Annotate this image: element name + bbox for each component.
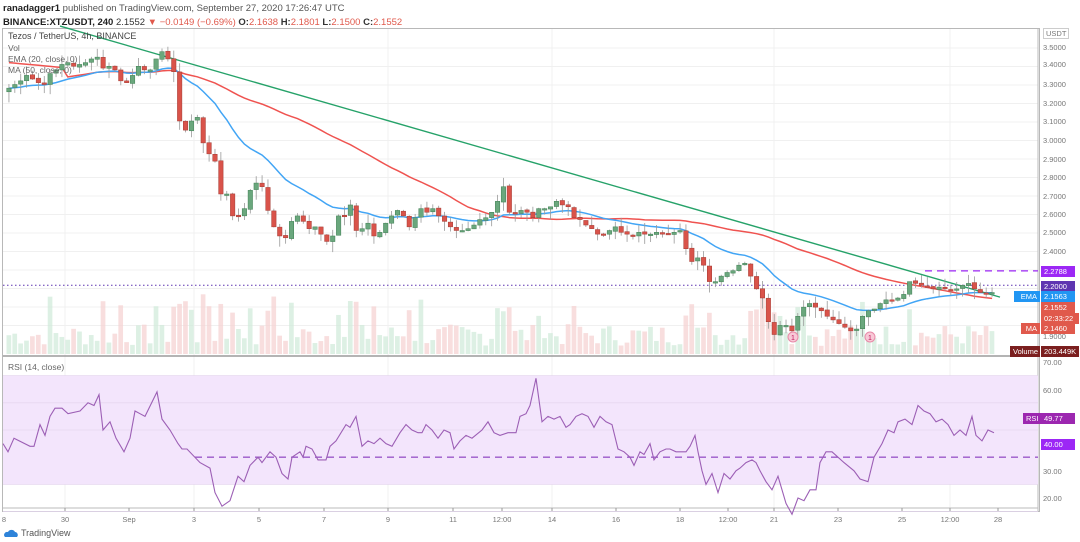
trendline (59, 25, 1001, 298)
svg-text:1: 1 (868, 335, 872, 342)
last-price: 2.1552 (115, 17, 146, 28)
hline-price-tag: 2.2000 (1041, 281, 1075, 292)
tradingview-logo-text: TradingView (21, 528, 71, 538)
time-label: 8 (1, 515, 7, 524)
price-tick: 2.8000 (1043, 173, 1066, 182)
publisher-name[interactable]: ranadagger1 (3, 3, 61, 14)
ma-side-label: MA (1021, 323, 1040, 334)
ema-price-tag: 2.1563 (1041, 291, 1075, 302)
ma-price-tag: 2.1460 (1041, 323, 1075, 334)
price-tick: 3.3000 (1043, 80, 1066, 89)
legend-ma[interactable]: MA (50, close, 0) (8, 65, 72, 75)
time-label: 11 (449, 515, 457, 524)
rsi-tick-30: 30.00 (1043, 467, 1062, 476)
price-change: ▼ −0.0149 (−0.69%) (147, 17, 236, 28)
price-tick: 2.4000 (1043, 247, 1066, 256)
time-label: 16 (611, 515, 621, 524)
time-label: 18 (675, 515, 685, 524)
price-tick: 2.5000 (1043, 228, 1066, 237)
currency-label: USDT (1043, 28, 1070, 39)
low-value: 2.1500 (331, 17, 361, 28)
time-label: 25 (897, 515, 907, 524)
time-label: 30 (60, 515, 70, 524)
rsi-level-tag: 40.00 (1041, 439, 1075, 450)
ma-line (8, 61, 993, 300)
time-label: 12:00 (940, 515, 960, 524)
countdown-tag: 02:33:22 (1041, 313, 1079, 324)
resistance-price-tag: 2.2788 (1041, 266, 1075, 277)
svg-text:1: 1 (791, 335, 795, 342)
price-tick: 3.5000 (1043, 43, 1066, 52)
close-value: 2.1552 (373, 17, 403, 28)
time-label: 21 (769, 515, 779, 524)
tradingview-cloud-icon (4, 529, 18, 537)
time-label: 23 (833, 515, 843, 524)
time-label: Sep (122, 515, 136, 524)
legend-ema[interactable]: EMA (20, close, 0) (8, 54, 78, 64)
time-label: 12:00 (492, 515, 512, 524)
rsi-side-label: RSI (1023, 413, 1041, 424)
rsi-tick-20: 20.00 (1043, 494, 1062, 503)
close-price-tag: 2.1552 (1041, 302, 1075, 313)
legend-vol[interactable]: Vol (8, 43, 20, 53)
time-label: 14 (547, 515, 557, 524)
price-tick: 3.0000 (1043, 136, 1066, 145)
ema-line (8, 67, 993, 312)
rsi-line (2, 378, 995, 516)
ema-side-label: EMA (1014, 291, 1040, 302)
time-label: 28 (993, 515, 1003, 524)
rsi-tick-60: 60.00 (1043, 386, 1062, 395)
time-label: 3 (191, 515, 197, 524)
price-tick: 2.6000 (1043, 210, 1066, 219)
time-label: 7 (321, 515, 327, 524)
volume-tag: 203.449K (1041, 346, 1079, 357)
price-tick: 2.9000 (1043, 155, 1066, 164)
publisher-line: ranadagger1 published on TradingView.com… (3, 3, 345, 14)
price-tick: 1.9000 (1043, 332, 1066, 341)
price-tick: 3.1000 (1043, 117, 1066, 126)
published-text: published on TradingView.com, September … (62, 3, 345, 14)
symbol-line: BINANCE:XTZUSDT, 240 2.1552 ▼ −0.0149 (−… (3, 17, 403, 28)
legend-rsi[interactable]: RSI (14, close) (8, 362, 65, 372)
price-tick: 2.7000 (1043, 192, 1066, 201)
time-label: 12:00 (718, 515, 738, 524)
high-value: 2.1801 (290, 17, 320, 28)
tradingview-logo[interactable]: TradingView (4, 528, 71, 538)
legend-title: Tezos / TetherUS, 4h, BINANCE (8, 31, 137, 41)
time-label: 9 (385, 515, 391, 524)
rsi-tick-70: 70.00 (1043, 358, 1062, 367)
time-label: 5 (256, 515, 262, 524)
volume-side-label: Volume (1010, 346, 1040, 357)
rsi-value-tag: 49.77 (1041, 413, 1075, 424)
price-tick: 3.2000 (1043, 99, 1066, 108)
open-value: 2.1638 (248, 17, 279, 28)
price-tick: 3.4000 (1043, 60, 1066, 69)
symbol: BINANCE:XTZUSDT, 240 (3, 17, 114, 28)
